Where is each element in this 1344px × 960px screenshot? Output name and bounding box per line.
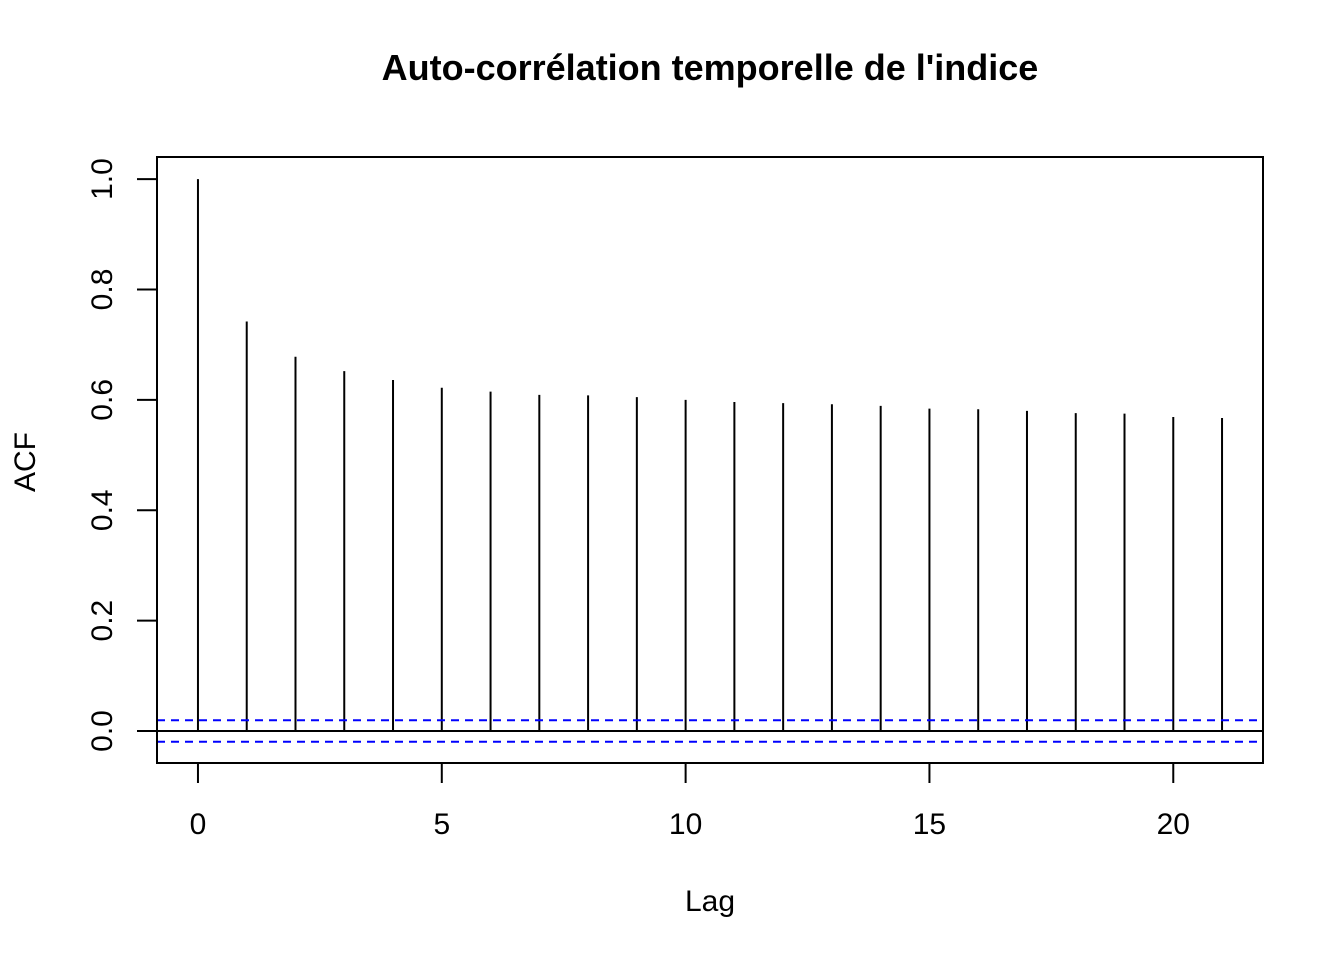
x-tick-label: 0 <box>190 808 207 841</box>
y-tick-label: 0.2 <box>86 600 119 642</box>
chart-title: Auto-corrélation temporelle de l'indice <box>382 47 1039 88</box>
x-axis-label: Lag <box>685 885 735 918</box>
y-axis: 0.0 0.2 0.4 0.6 0.8 1.0 <box>86 158 158 752</box>
acf-spikes <box>196 179 1224 731</box>
plot-frame <box>156 156 1264 764</box>
y-tick-label: 0.8 <box>86 269 119 311</box>
x-tick-label: 15 <box>913 808 946 841</box>
x-tick-label: 20 <box>1157 808 1190 841</box>
y-tick-label: 1.0 <box>86 158 119 200</box>
reference-lines <box>157 719 1263 743</box>
y-tick-label: 0.4 <box>86 489 119 531</box>
y-tick-label: 0.6 <box>86 379 119 421</box>
x-tick-label: 5 <box>433 808 450 841</box>
x-axis: 0 5 10 15 20 <box>190 762 1190 841</box>
y-tick-label: 0.0 <box>86 710 119 752</box>
y-axis-label: ACF <box>9 432 42 492</box>
x-tick-label: 10 <box>669 808 702 841</box>
